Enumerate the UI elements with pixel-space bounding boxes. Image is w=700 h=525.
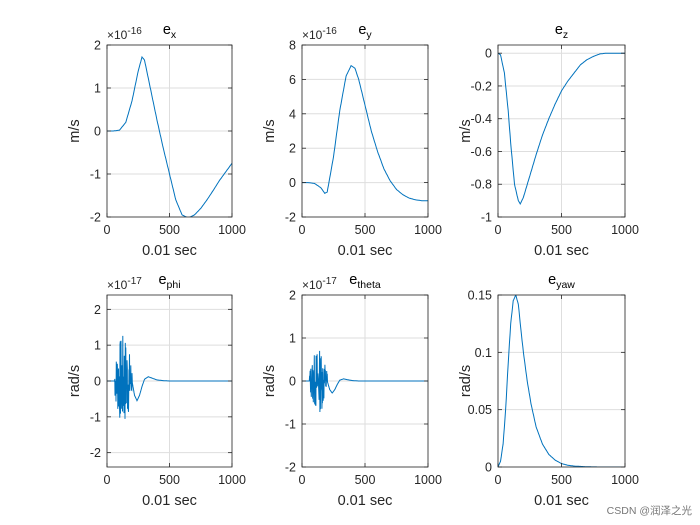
y-tick-label: 1: [94, 339, 101, 353]
y-tick-label: -2: [90, 446, 101, 460]
series-line: [107, 335, 232, 419]
y-tick-label: 1: [289, 332, 296, 346]
y-tick-label: 2: [94, 303, 101, 317]
y-tick-label: -0.8: [470, 178, 492, 192]
y-axis-label: m/s: [67, 119, 83, 142]
y-tick-label: 0.1: [475, 346, 492, 360]
x-tick-label: 0: [495, 473, 502, 487]
y-tick-label: 0: [94, 375, 101, 389]
x-axis-label: 0.01 sec: [338, 243, 393, 259]
axis-exponent: ×10-16: [107, 26, 142, 42]
y-axis-label: rad/s: [67, 365, 83, 397]
x-tick-label: 0: [495, 223, 502, 237]
series-line: [302, 64, 428, 202]
y-tick-label: -0.6: [470, 145, 492, 159]
y-tick-label: 2: [289, 142, 296, 156]
y-axis-label: m/s: [262, 119, 278, 142]
subplot-4: 0 500 1000 -2 -1 0 1 2 ×10-17 ephi 0.01 sec rad/s: [67, 272, 246, 509]
y-tick-label: 0: [289, 176, 296, 190]
x-tick-label: 0: [104, 473, 111, 487]
y-tick-label: 4: [289, 107, 296, 121]
axis-exponent: ×10-17: [107, 276, 142, 292]
subplot-title: eyaw: [548, 272, 575, 291]
y-axis-label: m/s: [458, 119, 474, 142]
x-tick-label: 1000: [611, 223, 639, 237]
y-tick-label: 1: [94, 82, 101, 96]
y-tick-label: -0.4: [470, 112, 492, 126]
x-tick-label: 500: [551, 473, 572, 487]
x-tick-label: 500: [159, 223, 180, 237]
subplot-5: 0 500 1000 -2 -1 0 1 2 ×10-17 etheta 0.01 sec rad/s: [262, 272, 442, 509]
subplot-title: ephi: [158, 272, 180, 291]
y-tick-label: 0: [485, 461, 492, 475]
x-tick-label: 1000: [414, 223, 442, 237]
series-line: [107, 55, 232, 217]
y-tick-label: 6: [289, 73, 296, 87]
x-tick-label: 0: [299, 223, 306, 237]
subplot-1: 0 500 1000 -2 -1 0 1 2 ×10-16 ex 0.01 sec m/s: [67, 22, 246, 259]
subplot-6: 0 500 1000 0 0.05 0.1 0.15 eyaw 0.01 sec rad/s: [458, 272, 639, 509]
y-tick-label: -1: [90, 410, 101, 424]
series-line: [302, 350, 428, 413]
y-tick-label: 8: [289, 39, 296, 53]
x-axis-label: 0.01 sec: [534, 493, 589, 509]
series-line: [498, 52, 625, 205]
x-axis-label: 0.01 sec: [534, 243, 589, 259]
x-tick-label: 1000: [218, 223, 246, 237]
x-tick-label: 1000: [414, 473, 442, 487]
x-axis-label: 0.01 sec: [338, 493, 393, 509]
axis-exponent: ×10-17: [302, 276, 337, 292]
y-tick-label: -2: [285, 461, 296, 475]
subplot-title: etheta: [349, 272, 381, 291]
x-axis-label: 0.01 sec: [142, 243, 197, 259]
y-tick-label: 0.05: [468, 403, 492, 417]
x-tick-label: 500: [551, 223, 572, 237]
y-axis-label: rad/s: [458, 365, 474, 397]
y-tick-label: 0: [289, 375, 296, 389]
y-tick-label: 0: [94, 125, 101, 139]
x-tick-label: 500: [159, 473, 180, 487]
subplot-title: ez: [555, 22, 568, 41]
subplot-title: ey: [358, 22, 372, 41]
y-tick-label: 2: [94, 39, 101, 53]
x-tick-label: 500: [355, 473, 376, 487]
x-tick-label: 0: [299, 473, 306, 487]
x-tick-label: 500: [355, 223, 376, 237]
x-tick-label: 0: [104, 223, 111, 237]
watermark-text: CSDN @润泽之光: [607, 504, 693, 517]
y-tick-label: -1: [481, 211, 492, 225]
subplot-3: 0 500 1000 -1 -0.8 -0.6 -0.4 -0.2 0 ez 0.01 sec m/s: [458, 22, 639, 259]
x-axis-label: 0.01 sec: [142, 493, 197, 509]
y-tick-label: -2: [90, 211, 101, 225]
axis-exponent: ×10-16: [302, 26, 337, 42]
y-tick-label: -1: [285, 418, 296, 432]
y-tick-label: 0: [485, 47, 492, 61]
x-tick-label: 1000: [218, 473, 246, 487]
y-tick-label: -1: [90, 168, 101, 182]
y-axis-label: rad/s: [262, 365, 278, 397]
x-tick-label: 1000: [611, 473, 639, 487]
y-tick-label: 2: [289, 289, 296, 303]
y-tick-label: 0.15: [468, 289, 492, 303]
y-tick-label: -2: [285, 211, 296, 225]
subplot-title: ex: [163, 22, 177, 41]
y-tick-label: -0.2: [470, 79, 492, 93]
